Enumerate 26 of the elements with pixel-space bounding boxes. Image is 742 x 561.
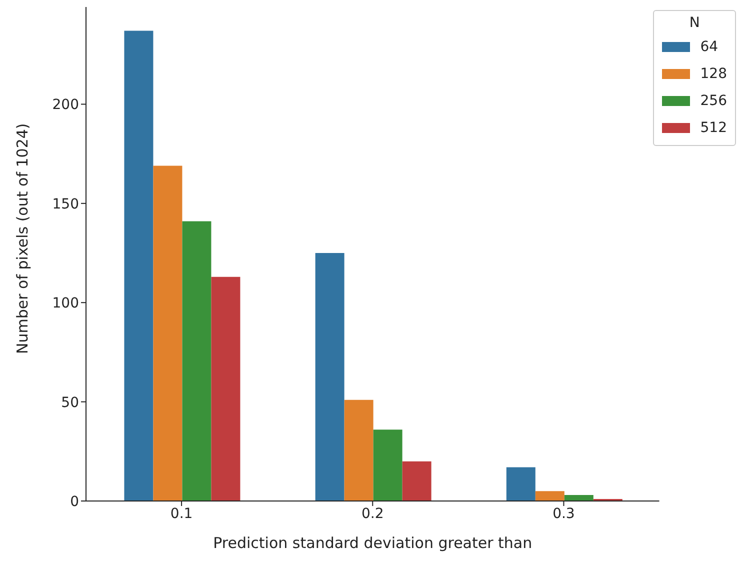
legend-label: 128 — [700, 66, 727, 82]
bar — [211, 276, 240, 501]
bar — [344, 400, 374, 501]
bar — [124, 30, 154, 501]
y-tick-label: 150 — [52, 196, 79, 212]
y-tick-label: 200 — [52, 97, 79, 114]
y-axis-title: Number of pixels (out of 1024) — [13, 123, 32, 354]
y-tick-label: 100 — [52, 296, 79, 312]
bar — [564, 495, 594, 501]
bar — [373, 430, 402, 501]
bar — [535, 491, 564, 501]
legend-title: N — [688, 15, 701, 31]
bar — [182, 221, 212, 501]
x-tick-label: 0.2 — [362, 506, 384, 522]
y-tick-label: 50 — [61, 394, 79, 411]
bar — [506, 467, 536, 501]
x-tick-label: 0.1 — [170, 506, 193, 522]
x-axis-title: Prediction standard deviation greater than — [213, 534, 532, 552]
legend-label: 64 — [700, 38, 718, 54]
x-tick-label: 0.3 — [552, 506, 575, 522]
y-tick-label: 0 — [70, 494, 79, 510]
bar — [153, 166, 182, 501]
bar — [315, 253, 344, 501]
legend-label: 512 — [700, 120, 727, 136]
legend-label: 256 — [700, 92, 727, 108]
bar — [402, 461, 432, 501]
